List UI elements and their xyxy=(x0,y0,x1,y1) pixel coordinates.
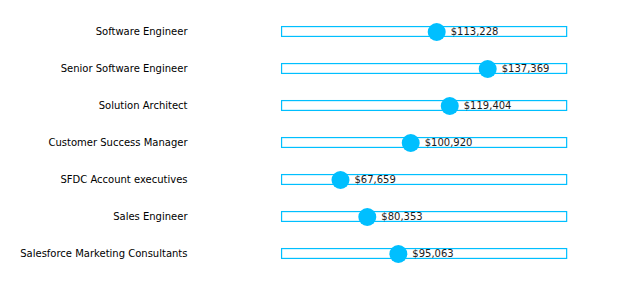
svg-text:$119,404: $119,404 xyxy=(464,100,512,111)
svg-text:$100,920: $100,920 xyxy=(425,137,473,148)
svg-text:Solution Architect: Solution Architect xyxy=(99,100,188,111)
svg-text:SFDC Account executives: SFDC Account executives xyxy=(60,174,187,185)
svg-text:$80,353: $80,353 xyxy=(381,211,422,222)
svg-text:$113,228: $113,228 xyxy=(451,26,499,37)
svg-text:Salesforce Marketing Consultan: Salesforce Marketing Consultants xyxy=(20,248,187,259)
svg-text:$137,369: $137,369 xyxy=(502,63,550,74)
svg-text:$95,063: $95,063 xyxy=(412,248,453,259)
svg-text:$67,659: $67,659 xyxy=(354,174,395,185)
svg-text:Customer Success Manager: Customer Success Manager xyxy=(48,137,188,148)
svg-text:Software Engineer: Software Engineer xyxy=(96,26,189,37)
svg-text:Sales Engineer: Sales Engineer xyxy=(113,211,188,222)
svg-text:Senior Software Engineer: Senior Software Engineer xyxy=(61,63,189,74)
